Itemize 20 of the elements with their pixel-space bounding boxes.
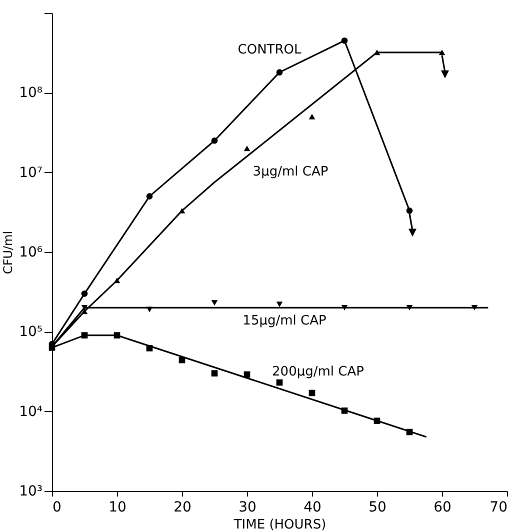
x-tick-label: 0 xyxy=(52,500,62,516)
y-tick-label: 10⁸ xyxy=(19,85,43,102)
x-tick-label: 30 xyxy=(238,500,256,516)
y-axis-title: CFU/ml xyxy=(1,230,16,274)
series-label: 15µg/ml CAP xyxy=(242,314,326,329)
y-tick-label: 10⁵ xyxy=(19,324,42,340)
y-tick-label: 10⁴ xyxy=(19,404,43,420)
series-label: 3µg/ml CAP xyxy=(252,164,328,180)
x-tick-label: 50 xyxy=(368,500,386,516)
y-tick-label: 10³ xyxy=(19,484,42,500)
x-tick-label: 70 xyxy=(490,500,508,516)
x-tick-label: 60 xyxy=(434,500,452,516)
y-tick-label: 10⁶ xyxy=(19,244,43,260)
series-label: 200µg/ml CAP xyxy=(272,364,364,380)
x-tick-label: 40 xyxy=(304,500,322,516)
y-tick-label: 10⁷ xyxy=(19,164,42,181)
series-label: CONTROL xyxy=(238,42,302,58)
x-tick-label: 20 xyxy=(174,500,192,516)
x-axis-title: TIME (HOURS) xyxy=(232,518,326,532)
x-tick-label: 10 xyxy=(108,500,126,516)
